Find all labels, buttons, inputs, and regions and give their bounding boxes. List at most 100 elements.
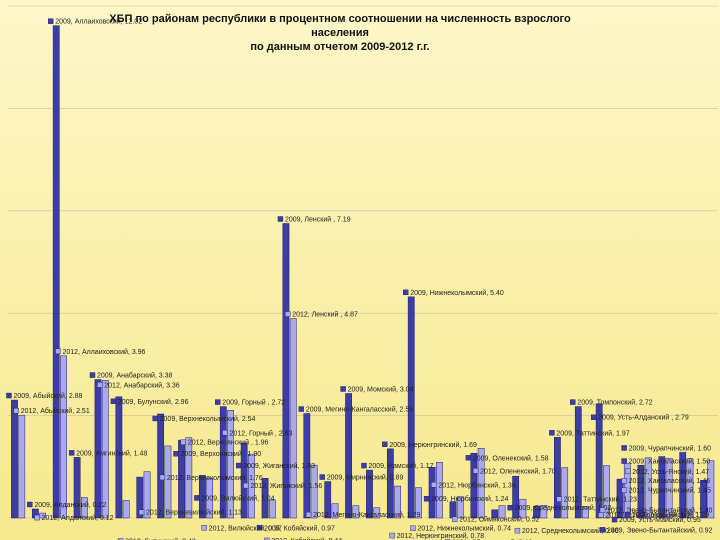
data-label-12: 2009, Усть-Алданский , 2.79 (598, 414, 689, 422)
bar-2012-4[interactable] (101, 380, 109, 519)
bar-2012-31[interactable] (665, 457, 673, 519)
data-label-key-34 (361, 462, 367, 469)
data-label-key-56 (599, 527, 606, 533)
bar-2012-0[interactable] (18, 414, 26, 519)
bar-2012-5[interactable] (122, 500, 130, 519)
data-label-key-30 (625, 468, 631, 474)
data-label-0: 2009, Аллаиховский, 12.02 (55, 18, 142, 26)
data-label-key-19 (235, 462, 242, 469)
bar-2012-32[interactable] (686, 458, 694, 519)
bar-2009-29[interactable] (616, 478, 624, 519)
data-label-key-2 (403, 289, 409, 296)
data-label-key-22 (159, 474, 166, 481)
data-label-13: 2009, Верхнеколымский, 2.54 (160, 415, 256, 423)
bar-2012-26[interactable] (561, 467, 569, 519)
bar-2012-21[interactable] (456, 496, 464, 519)
bar-2012-7[interactable] (164, 445, 172, 519)
bar-2009-4[interactable] (94, 379, 102, 519)
bar-2012-18[interactable] (394, 485, 402, 519)
data-labels: 2009, Аллаиховский, 12.02 2009, Ленский ,… (6, 18, 713, 540)
bar-2012-19[interactable] (415, 487, 422, 519)
data-label-52: 2009, Алданский, 0.22 (34, 501, 106, 509)
data-label-key-20 (382, 441, 388, 447)
bar-2009-5[interactable] (115, 396, 123, 519)
data-label-5: 2009, Анабарский, 3.38 (97, 372, 173, 380)
bar-2012-15[interactable] (331, 503, 339, 519)
data-label-31: 2012, Хангаласский, 1.46 (629, 477, 711, 485)
bar-2012-30[interactable] (644, 457, 652, 519)
bar-2012-23[interactable] (498, 505, 506, 519)
data-label-56: 2009, Эвено-Бытантайский, 0.92 (607, 526, 713, 534)
bar-2009-12[interactable] (261, 478, 269, 519)
bar-2009-15[interactable] (324, 481, 332, 519)
bar-2009-22[interactable] (470, 453, 478, 519)
bar-2009-16[interactable] (345, 393, 352, 519)
data-label-key-38 (256, 525, 263, 531)
bar-2009-23[interactable] (491, 509, 499, 519)
bar-2012-3[interactable] (81, 497, 88, 519)
bar-2012-20[interactable] (436, 462, 443, 519)
bar-2009-33[interactable] (700, 480, 707, 519)
data-label-key-47 (625, 511, 631, 518)
data-label-24: 2009, Оленекский, 1.58 (473, 454, 549, 462)
bar-2009-19[interactable] (407, 296, 415, 519)
bar-2009-26[interactable] (554, 437, 561, 519)
data-label-27: 2012, Жиганский, 1.56 (250, 482, 322, 490)
data-label-53: 2012, Нерюнгринский, 0.78 (397, 532, 485, 540)
data-label-key-41 (611, 516, 618, 523)
data-label-key-8 (6, 392, 12, 399)
bar-2009-32[interactable] (679, 452, 687, 519)
bar-2009-6[interactable] (136, 476, 144, 519)
bar-2012-2[interactable] (60, 355, 67, 519)
data-label-key-18 (173, 450, 179, 457)
bar-2012-24[interactable] (519, 498, 527, 519)
bar-2012-28[interactable] (603, 465, 610, 519)
bar-2012-17[interactable] (373, 507, 381, 519)
data-label-30: 2012, Усть-Янский, 1.47 (632, 468, 709, 476)
bar-2009-28[interactable] (595, 403, 603, 519)
bar-2009-27[interactable] (574, 406, 582, 519)
bar-2012-16[interactable] (352, 505, 360, 519)
bar-2009-0[interactable] (11, 399, 18, 519)
bar-2012-13[interactable] (289, 318, 297, 519)
bar-2012-8[interactable] (185, 437, 193, 519)
data-label-key-57 (599, 507, 606, 513)
bar-2012-10[interactable] (227, 410, 234, 519)
bar-2009-7[interactable] (157, 413, 165, 519)
data-label-key-9 (340, 386, 346, 392)
bar-2009-25[interactable] (533, 505, 540, 519)
bar-2009-30[interactable] (637, 464, 645, 519)
bar-2012-33[interactable] (707, 460, 715, 519)
bar-2009-14[interactable] (303, 413, 311, 519)
bar-2009-24[interactable] (512, 475, 520, 519)
data-label-15: 2012, Горный , 2.63 (230, 429, 293, 437)
bar-2012-25[interactable] (540, 505, 548, 519)
bar-2009-11[interactable] (240, 442, 248, 519)
data-label-key-13 (152, 415, 158, 422)
bar-2009-31[interactable] (658, 456, 666, 519)
data-label-key-12 (590, 414, 597, 420)
bar-2009-18[interactable] (386, 448, 394, 519)
bar-2012-12[interactable] (268, 499, 276, 519)
bar-2009-13[interactable] (282, 223, 290, 519)
bars (11, 25, 715, 519)
bar-2012-27[interactable] (582, 506, 589, 519)
data-label-21: 2009, Чурапчинский, 1.60 (629, 444, 712, 452)
bar-2012-6[interactable] (143, 471, 151, 519)
data-label-key-1 (277, 216, 284, 222)
bar-2009-17[interactable] (366, 469, 373, 519)
bar-2012-9[interactable] (206, 478, 214, 519)
bar-2009-21[interactable] (449, 501, 457, 519)
bar-2009-20[interactable] (428, 466, 436, 519)
bar-2012-22[interactable] (477, 448, 485, 519)
bar-2012-14[interactable] (310, 464, 318, 519)
data-label-4: 2012, Аллаиховский, 3.96 (63, 348, 146, 356)
data-label-11: 2009, Томпонский, 2.72 (577, 399, 652, 407)
bar-2009-3[interactable] (73, 457, 81, 519)
data-label-key-4 (55, 348, 61, 354)
bar-2009-2[interactable] (52, 25, 60, 519)
bar-2009-10[interactable] (219, 406, 227, 519)
data-label-20: 2009, Нерюнгринский, 1.69 (389, 441, 477, 449)
data-label-40: 2012, Таттинский, 1.23 (564, 496, 637, 504)
